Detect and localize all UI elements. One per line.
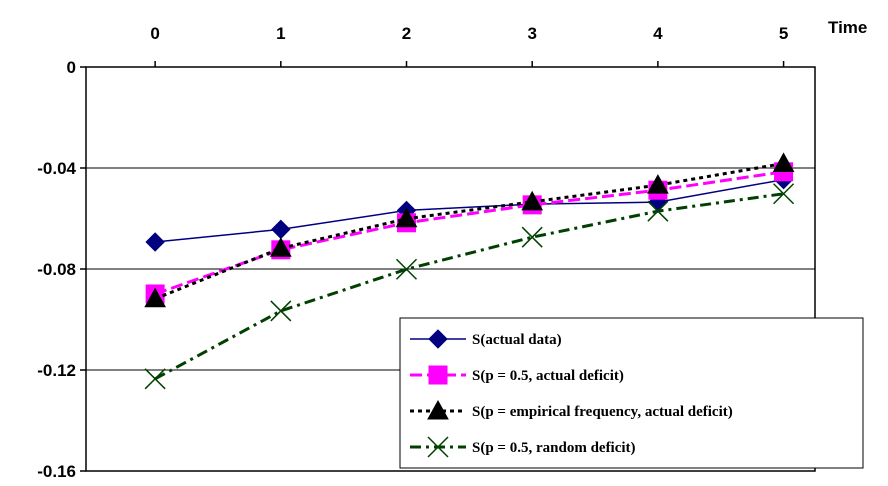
data-point-stroke — [647, 200, 669, 222]
data-point-stroke — [395, 258, 418, 280]
data-point — [145, 232, 165, 252]
x-tick-label: 1 — [276, 24, 285, 43]
legend-entry: S(p = 0.5, random deficit) — [410, 436, 636, 458]
y-tick-label: -0.04 — [37, 159, 76, 178]
y-axis: 0 -0.04 -0.08 -0.12 -0.16 — [37, 58, 86, 481]
data-point — [271, 219, 291, 240]
data-point — [395, 207, 418, 228]
data-point — [647, 200, 669, 222]
data-point-stroke — [144, 368, 166, 390]
data-point — [772, 152, 795, 172]
y-tick-label: -0.08 — [37, 260, 76, 279]
legend-box — [399, 317, 864, 469]
data-point — [270, 300, 292, 322]
data-point-stroke — [270, 300, 292, 322]
legend-label: S(p = 0.5, random deficit) — [472, 440, 636, 456]
data-point — [427, 399, 449, 420]
legend-label: S(p = empirical frequency, actual defici… — [472, 404, 733, 420]
legend-entry: S(p = 0.5, actual deficit) — [410, 365, 624, 385]
series — [144, 152, 795, 308]
y-tick-label: 0 — [67, 58, 76, 77]
x-tick-label: 3 — [527, 24, 536, 43]
series-line — [154, 192, 784, 381]
legend-entry: S(p = empirical frequency, actual defici… — [410, 399, 733, 420]
series-line — [155, 178, 784, 243]
series — [145, 169, 794, 252]
legend-entry: S(actual data) — [410, 329, 562, 349]
data-point — [395, 258, 418, 280]
data-point — [269, 237, 292, 257]
legend-label: S(p = 0.5, actual deficit) — [472, 368, 624, 384]
data-point — [428, 329, 448, 349]
legend: S(actual data) S(p = 0.5, actual deficit)… — [399, 317, 864, 469]
data-point — [144, 368, 166, 390]
x-tick-label: 4 — [653, 24, 663, 43]
data-point — [773, 183, 795, 205]
data-point — [647, 174, 669, 194]
data-point-stroke — [521, 226, 543, 248]
series-layer — [144, 152, 795, 390]
series — [144, 183, 795, 390]
data-point — [144, 287, 166, 308]
series-line — [154, 161, 784, 301]
data-point — [521, 226, 543, 248]
legend-label: S(actual data) — [472, 332, 562, 348]
y-tick-label: -0.12 — [37, 361, 76, 380]
data-point-stroke — [773, 183, 795, 205]
y-tick-label: -0.16 — [37, 462, 76, 481]
x-axis: 0 1 2 3 4 5 — [150, 24, 788, 67]
x-tick-label: 5 — [779, 24, 788, 43]
data-point — [521, 190, 544, 211]
data-point-stroke — [427, 436, 449, 458]
x-tick-label: 2 — [402, 24, 411, 43]
x-tick-label: 0 — [150, 24, 159, 43]
data-point — [427, 436, 449, 458]
data-point — [428, 365, 448, 385]
x-axis-title: Time — [828, 18, 867, 37]
